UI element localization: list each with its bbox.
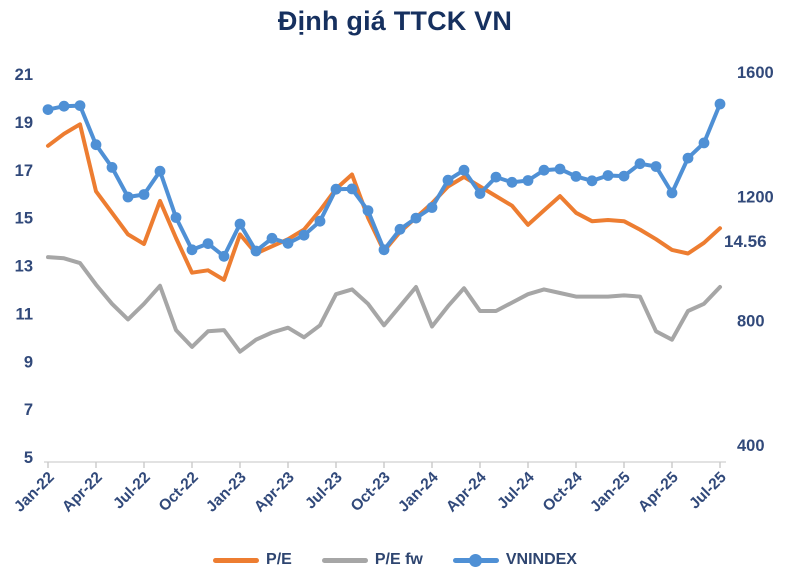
series-marker-vnindex <box>506 176 518 188</box>
y-left-tick-label: 7 <box>24 401 33 419</box>
series-marker-vnindex <box>138 189 150 200</box>
y-right-tick-label: 1200 <box>737 188 774 206</box>
series-marker-vnindex <box>586 175 598 187</box>
x-tick-label: Jul-23 <box>302 469 346 513</box>
series-marker-vnindex <box>698 137 710 149</box>
y-left-tick-label: 13 <box>15 258 33 276</box>
y-left-tick-label: 15 <box>15 210 33 228</box>
y-left-tick-label: 21 <box>15 66 33 84</box>
series-marker-vnindex <box>234 218 246 230</box>
series-marker-vnindex <box>474 188 486 199</box>
series-line-p-e-fw <box>46 255 722 354</box>
x-tick-label: Jul-22 <box>110 469 154 513</box>
series-marker-vnindex <box>282 237 294 249</box>
series-marker-vnindex <box>330 183 342 195</box>
series-marker-vnindex <box>538 164 550 176</box>
chart-legend: P/E P/E fw VNINDEX <box>0 551 790 569</box>
legend-swatch-pe-fw-line <box>321 557 368 563</box>
legend-label-vnindex: VNINDEX <box>505 551 577 568</box>
y-right-tick-label: 400 <box>737 437 765 455</box>
series-marker-vnindex <box>378 244 390 256</box>
y-right-tick-label: 800 <box>737 313 765 331</box>
series-marker-vnindex <box>362 205 374 217</box>
y-left-tick-label: 9 <box>24 353 33 371</box>
y-right-tick-label: 1600 <box>737 64 774 82</box>
series-marker-vnindex <box>490 171 502 183</box>
x-tick-label: Oct-23 <box>348 469 394 515</box>
series-marker-vnindex <box>42 104 54 115</box>
series-marker-vnindex <box>314 215 326 227</box>
x-tick-label: Jul-25 <box>686 469 730 513</box>
x-tick-label: Apr-25 <box>635 469 682 516</box>
legend-swatch-pe-line <box>213 557 260 563</box>
series-marker-vnindex <box>298 229 310 241</box>
x-tick-label: Apr-23 <box>251 469 298 516</box>
series-marker-vnindex <box>346 183 358 195</box>
series-marker-vnindex <box>154 165 166 177</box>
series-marker-vnindex <box>554 163 566 175</box>
x-tick-label: Jan-24 <box>395 469 442 516</box>
series-marker-vnindex <box>570 171 582 182</box>
series-marker-vnindex <box>426 202 438 213</box>
series-marker-vnindex <box>250 245 262 257</box>
x-tick-label: Oct-22 <box>156 469 202 515</box>
series-marker-vnindex <box>218 250 230 262</box>
legend-label-pe: P/E <box>266 551 292 568</box>
chart-title: Định giá TTCK VN <box>277 6 513 36</box>
series-marker-vnindex <box>650 161 662 172</box>
x-tick-label: Oct-24 <box>540 469 586 515</box>
y-left-tick-label: 11 <box>16 305 33 323</box>
x-tick-label: Jan-23 <box>203 469 250 516</box>
series-marker-vnindex <box>170 212 182 223</box>
series-marker-vnindex <box>122 191 134 203</box>
series-marker-vnindex <box>202 238 214 250</box>
series-marker-vnindex <box>634 158 646 170</box>
x-tick-label: Jan-25 <box>587 469 634 516</box>
y-left-tick-label: 19 <box>15 114 33 132</box>
series-marker-vnindex <box>106 162 118 173</box>
series-marker-vnindex <box>442 174 454 186</box>
series-marker-vnindex <box>618 170 630 182</box>
series-marker-vnindex <box>602 170 614 181</box>
x-tick-label: Apr-24 <box>443 469 490 516</box>
y-left-tick-label: 17 <box>15 162 33 180</box>
legend-item-vnindex: VNINDEX <box>452 551 577 569</box>
series-marker-vnindex <box>666 187 678 199</box>
series-marker-vnindex <box>682 152 694 164</box>
series-marker-vnindex <box>74 100 86 111</box>
legend-item-pe-fw: P/E fw <box>321 551 423 569</box>
series-line-p-e <box>46 122 722 282</box>
series-marker-vnindex <box>186 244 198 256</box>
x-tick-label: Jan-22 <box>11 469 58 516</box>
series-marker-vnindex <box>522 175 534 186</box>
x-tick-label: Apr-22 <box>59 469 106 516</box>
legend-item-pe: P/E <box>213 551 292 569</box>
series-marker-vnindex <box>90 139 102 151</box>
series-marker-vnindex <box>58 100 70 112</box>
legend-label-pe-fw: P/E fw <box>374 551 423 568</box>
legend-swatch-vnindex-line <box>452 553 499 567</box>
series-marker-vnindex <box>458 164 470 176</box>
x-tick-label: Jul-24 <box>494 469 538 513</box>
series-marker-vnindex <box>266 232 278 244</box>
series-marker-vnindex <box>410 212 422 224</box>
series-marker-vnindex <box>394 223 406 235</box>
last-value-label: 14.56 <box>724 232 767 251</box>
y-left-tick-label: 5 <box>24 449 33 467</box>
legend-marker-dot <box>468 553 482 567</box>
series-marker-vnindex <box>714 98 726 110</box>
